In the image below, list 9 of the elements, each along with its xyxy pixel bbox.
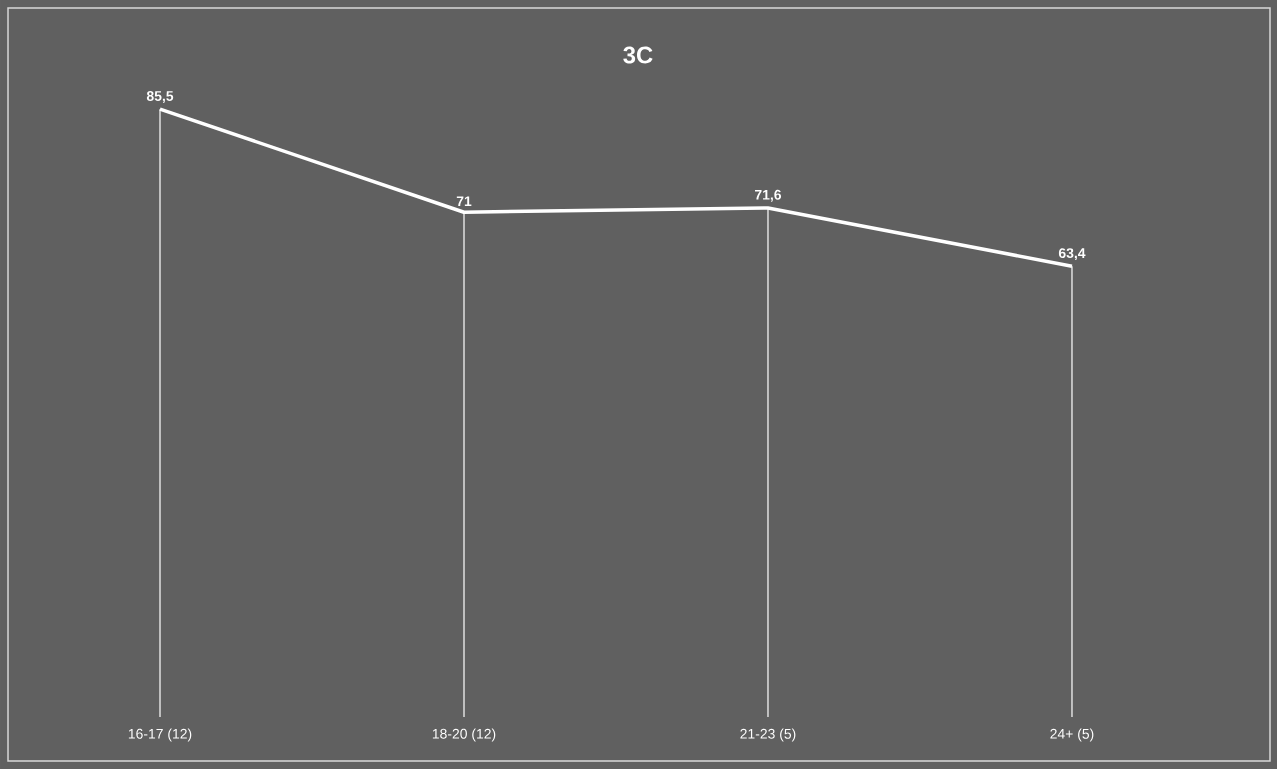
data-label: 63,4 bbox=[1058, 248, 1086, 261]
x-tick-label: 24+ (5) bbox=[1050, 728, 1094, 742]
x-tick-label: 21-23 (5) bbox=[740, 728, 796, 742]
chart-title: 3C bbox=[623, 46, 653, 64]
x-tick-label: 18-20 (12) bbox=[432, 728, 496, 742]
data-label: 71 bbox=[456, 196, 472, 207]
data-label: 71,6 bbox=[755, 189, 782, 202]
data-label: 85,5 bbox=[146, 91, 174, 103]
x-tick-label: 16-17 (12) bbox=[128, 728, 192, 742]
